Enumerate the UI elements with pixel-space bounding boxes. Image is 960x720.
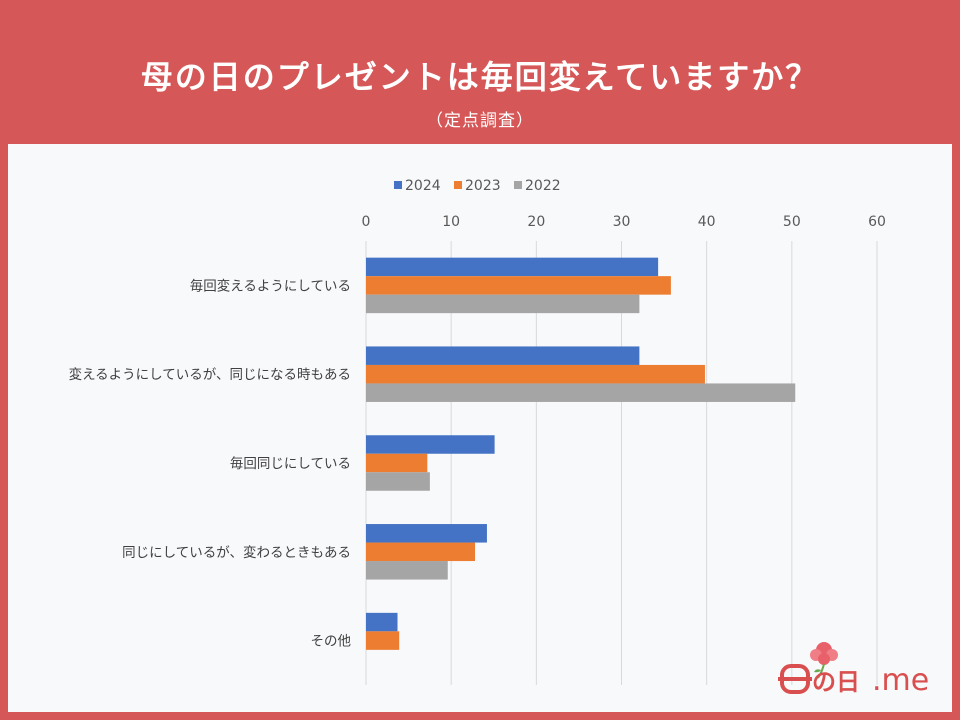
x-tick-label: 20 [527,214,545,230]
logo-text-suffix: .me [872,663,929,698]
bar-2022-1 [366,383,796,402]
legend-swatch-2024 [394,181,402,189]
legend-label-2022: 2022 [525,178,561,194]
bar-2023-2 [366,453,428,473]
bar-2022-3 [366,561,448,580]
x-tick-label: 40 [698,214,716,230]
category-label: 同じにしているが、変わるときもある [122,544,351,561]
page-title: 母の日のプレゼントは毎回変えていますか？ [140,58,820,96]
category-label: 毎回同じにしている [230,456,351,472]
x-tick-label: 0 [362,214,371,230]
x-tick-label: 10 [442,214,460,230]
category-label: その他 [311,634,352,650]
carnation-icon [810,642,838,679]
bar-2023-1 [366,364,705,384]
bar-2024-3 [366,524,487,543]
page-subtitle: （定点調査） [426,111,534,131]
bar-2022-0 [366,294,640,314]
legend-label-2024: 2024 [405,178,441,194]
bar-2024-0 [366,257,659,277]
bar-2022-2 [366,472,430,491]
legend-swatch-2023 [454,181,462,189]
brand-logo: の日 .me [778,642,929,698]
bar-chart: 0 10 20 30 40 50 60 2024 2023 2022 毎回変えるようにしている変える… [69,178,886,685]
bar-2024-1 [366,346,640,365]
x-tick-label: 50 [783,214,801,230]
bar-2024-4 [366,612,398,632]
logo-text-char: の日 [812,668,860,696]
category-label: 変えるようにしているが、同じになる時もある [69,366,351,383]
bar-2023-3 [366,542,476,562]
legend-label-2023: 2023 [465,178,501,194]
x-tick-label: 60 [868,214,886,230]
legend-swatch-2022 [514,181,522,189]
category-label: 毎回変えるようにしている [190,277,351,294]
bar-2024-2 [366,435,495,454]
chart-panel: 0 10 20 30 40 50 60 2024 2023 2022 毎回変えるようにしている変える… [8,144,952,712]
bar-2023-4 [366,631,400,650]
x-tick-label: 30 [613,214,631,230]
logo-mother-mark [778,664,812,694]
bar-2023-0 [366,276,671,295]
